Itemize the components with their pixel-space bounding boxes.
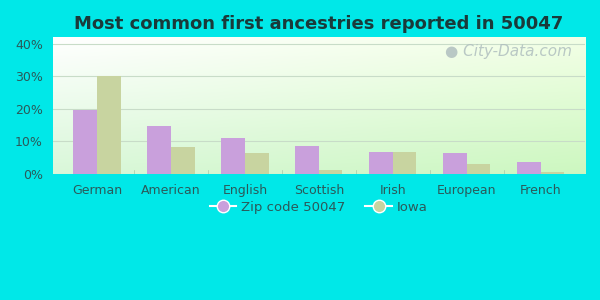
Bar [541,172,564,174]
Bar [171,147,194,174]
Bar [147,126,171,174]
Bar [319,170,343,174]
Bar [295,146,319,174]
Bar [517,162,541,174]
Text: ● City-Data.com: ● City-Data.com [445,44,572,59]
Bar [97,76,121,174]
Title: Most common first ancestries reported in 50047: Most common first ancestries reported in… [74,15,563,33]
Legend: Zip code 50047, Iowa: Zip code 50047, Iowa [205,196,433,219]
Bar [369,152,393,174]
Bar [221,138,245,174]
Bar [73,110,97,174]
Bar [467,164,490,174]
Bar [443,153,467,174]
Bar [393,152,416,174]
Bar [245,153,269,174]
